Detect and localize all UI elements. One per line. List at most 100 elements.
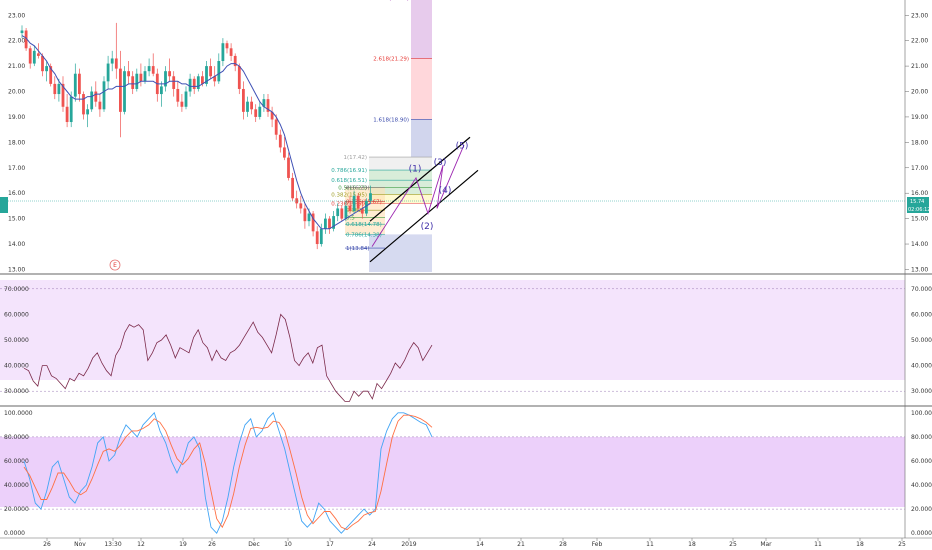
fib-ext-label: 1.618(18.90) <box>373 117 409 123</box>
wave-label: (1) <box>409 165 422 175</box>
x-tick-label: Nov <box>74 541 86 548</box>
candle-body <box>41 55 44 72</box>
x-tick-label: 17 <box>326 541 334 548</box>
x-axis: 26 Nov 13:30 12 19 26 Dec 10 17 24 2019 14 21 28 Feb 11… <box>43 538 906 548</box>
stoch-tick-left: 0.0000 <box>4 530 25 537</box>
candle-body <box>176 88 180 102</box>
price-tick-right: 18.00 <box>911 139 928 146</box>
candle-body <box>365 200 368 214</box>
candle-body <box>360 208 364 214</box>
candle-body <box>180 101 184 107</box>
candle-body <box>32 50 36 64</box>
candles <box>20 22 372 250</box>
wave-label: (3) <box>434 158 447 168</box>
fib-zone <box>369 234 432 272</box>
candle-body <box>164 71 167 87</box>
wave-labels: (1) (2) (3) (4) (5) <box>371 142 468 247</box>
candle-body <box>73 73 77 97</box>
candle-body <box>205 66 208 84</box>
price-tick-right: 16.00 <box>911 190 928 197</box>
price-tick-right: 21.00 <box>911 63 928 70</box>
candle-body <box>258 106 262 117</box>
candle-body <box>37 53 40 56</box>
x-tick-label: 25 <box>729 541 737 548</box>
x-tick-label: 21 <box>517 541 525 548</box>
candle-body <box>246 101 249 112</box>
candle-body <box>131 76 135 89</box>
price-tick-left: 15.00 <box>8 216 25 223</box>
x-tick-label: 28 <box>559 541 567 548</box>
fib-ret-label: 0.786(14.38) <box>346 232 382 238</box>
x-tick-label: 10 <box>284 541 292 548</box>
candle-body <box>299 203 303 209</box>
price-tick-left: 16.00 <box>8 190 25 197</box>
candle-body <box>274 119 278 135</box>
stoch-band <box>0 437 905 507</box>
price-tick-left: 19.00 <box>8 114 25 121</box>
price-tick-right: 17.00 <box>911 165 928 172</box>
x-tick-label: 18 <box>856 541 864 548</box>
candle-body <box>114 58 118 69</box>
fib-ext-label: 0.382(15.95) <box>331 192 367 198</box>
candle-body <box>168 71 171 77</box>
candle-body <box>278 134 282 148</box>
stoch-tick-right: 100.0000 <box>911 410 932 417</box>
wave-path <box>371 144 465 247</box>
x-tick-label: 24 <box>368 541 376 548</box>
price-tick-left: 23.00 <box>8 12 25 19</box>
price-tick-right: 23.00 <box>911 12 928 19</box>
rsi-tick-right: 50.0000 <box>911 337 932 344</box>
fib-layer: 1(17.42) 1.618(18.90) 2.618(21.29) 3.618(23… <box>331 0 432 272</box>
candle-body <box>160 86 163 95</box>
candle-body <box>110 58 114 64</box>
fib-ret-label: 0.618(14.78) <box>346 222 382 228</box>
stoch-tick-right: 0.0000 <box>911 530 932 537</box>
candle-body <box>324 218 327 229</box>
trendline-lower <box>369 169 479 263</box>
stoch-tick-left: 80.0000 <box>4 434 29 441</box>
x-tick-label: 2019 <box>401 541 416 548</box>
trendline-upper <box>369 136 471 222</box>
candle-body <box>237 66 241 89</box>
rsi-panel: 70.0000 70.0000 60.0000 60.0000 50.0000 50.00… <box>0 286 932 402</box>
candle-body <box>270 111 274 120</box>
candle-body <box>86 109 89 115</box>
candle-body <box>192 78 196 89</box>
candle-body <box>254 109 258 117</box>
rsi-tick-left: 50.0000 <box>4 337 29 344</box>
x-tick-label: Dec <box>248 541 260 548</box>
ma-line <box>21 35 371 230</box>
price-panel <box>0 0 905 272</box>
candle-body <box>287 157 290 178</box>
candle-body <box>102 81 106 110</box>
candle-body <box>147 66 151 72</box>
candle-body <box>225 43 229 49</box>
rsi-tick-right: 70.0000 <box>911 286 932 293</box>
price-tick-right: 15.00 <box>911 216 928 223</box>
rsi-tick-left: 60.0000 <box>4 311 29 318</box>
candle-body <box>221 43 225 62</box>
event-marker[interactable]: E <box>109 259 121 271</box>
candle-body <box>188 78 192 92</box>
candle-body <box>65 106 69 123</box>
price-axis: 23.00 23.00 22.00 22.00 21.00 21.00 20.00 20.00… <box>8 12 928 273</box>
candle-body <box>28 48 32 64</box>
stoch-tick-right: 60.0000 <box>911 458 932 465</box>
fib-ret-label: 0.5 <box>346 215 355 221</box>
rsi-tick-right: 40.0000 <box>911 363 932 370</box>
fib-zone <box>411 0 432 59</box>
stoch-tick-right: 40.0000 <box>911 482 932 489</box>
rsi-line <box>23 313 433 402</box>
candle-body <box>57 83 61 95</box>
candle-body <box>123 71 126 112</box>
price-tick-right: 22.00 <box>911 38 928 45</box>
fib-zone <box>369 194 432 204</box>
candle-body <box>348 205 352 211</box>
candle-body <box>336 208 340 217</box>
x-tick-label: 25 <box>898 541 906 548</box>
fib-ext-label: 3.618(23.68) <box>373 0 409 2</box>
price-tick-left: 22.00 <box>8 38 25 45</box>
fib-zone <box>411 119 432 158</box>
candle-body <box>311 213 315 232</box>
candle-body <box>61 83 65 107</box>
